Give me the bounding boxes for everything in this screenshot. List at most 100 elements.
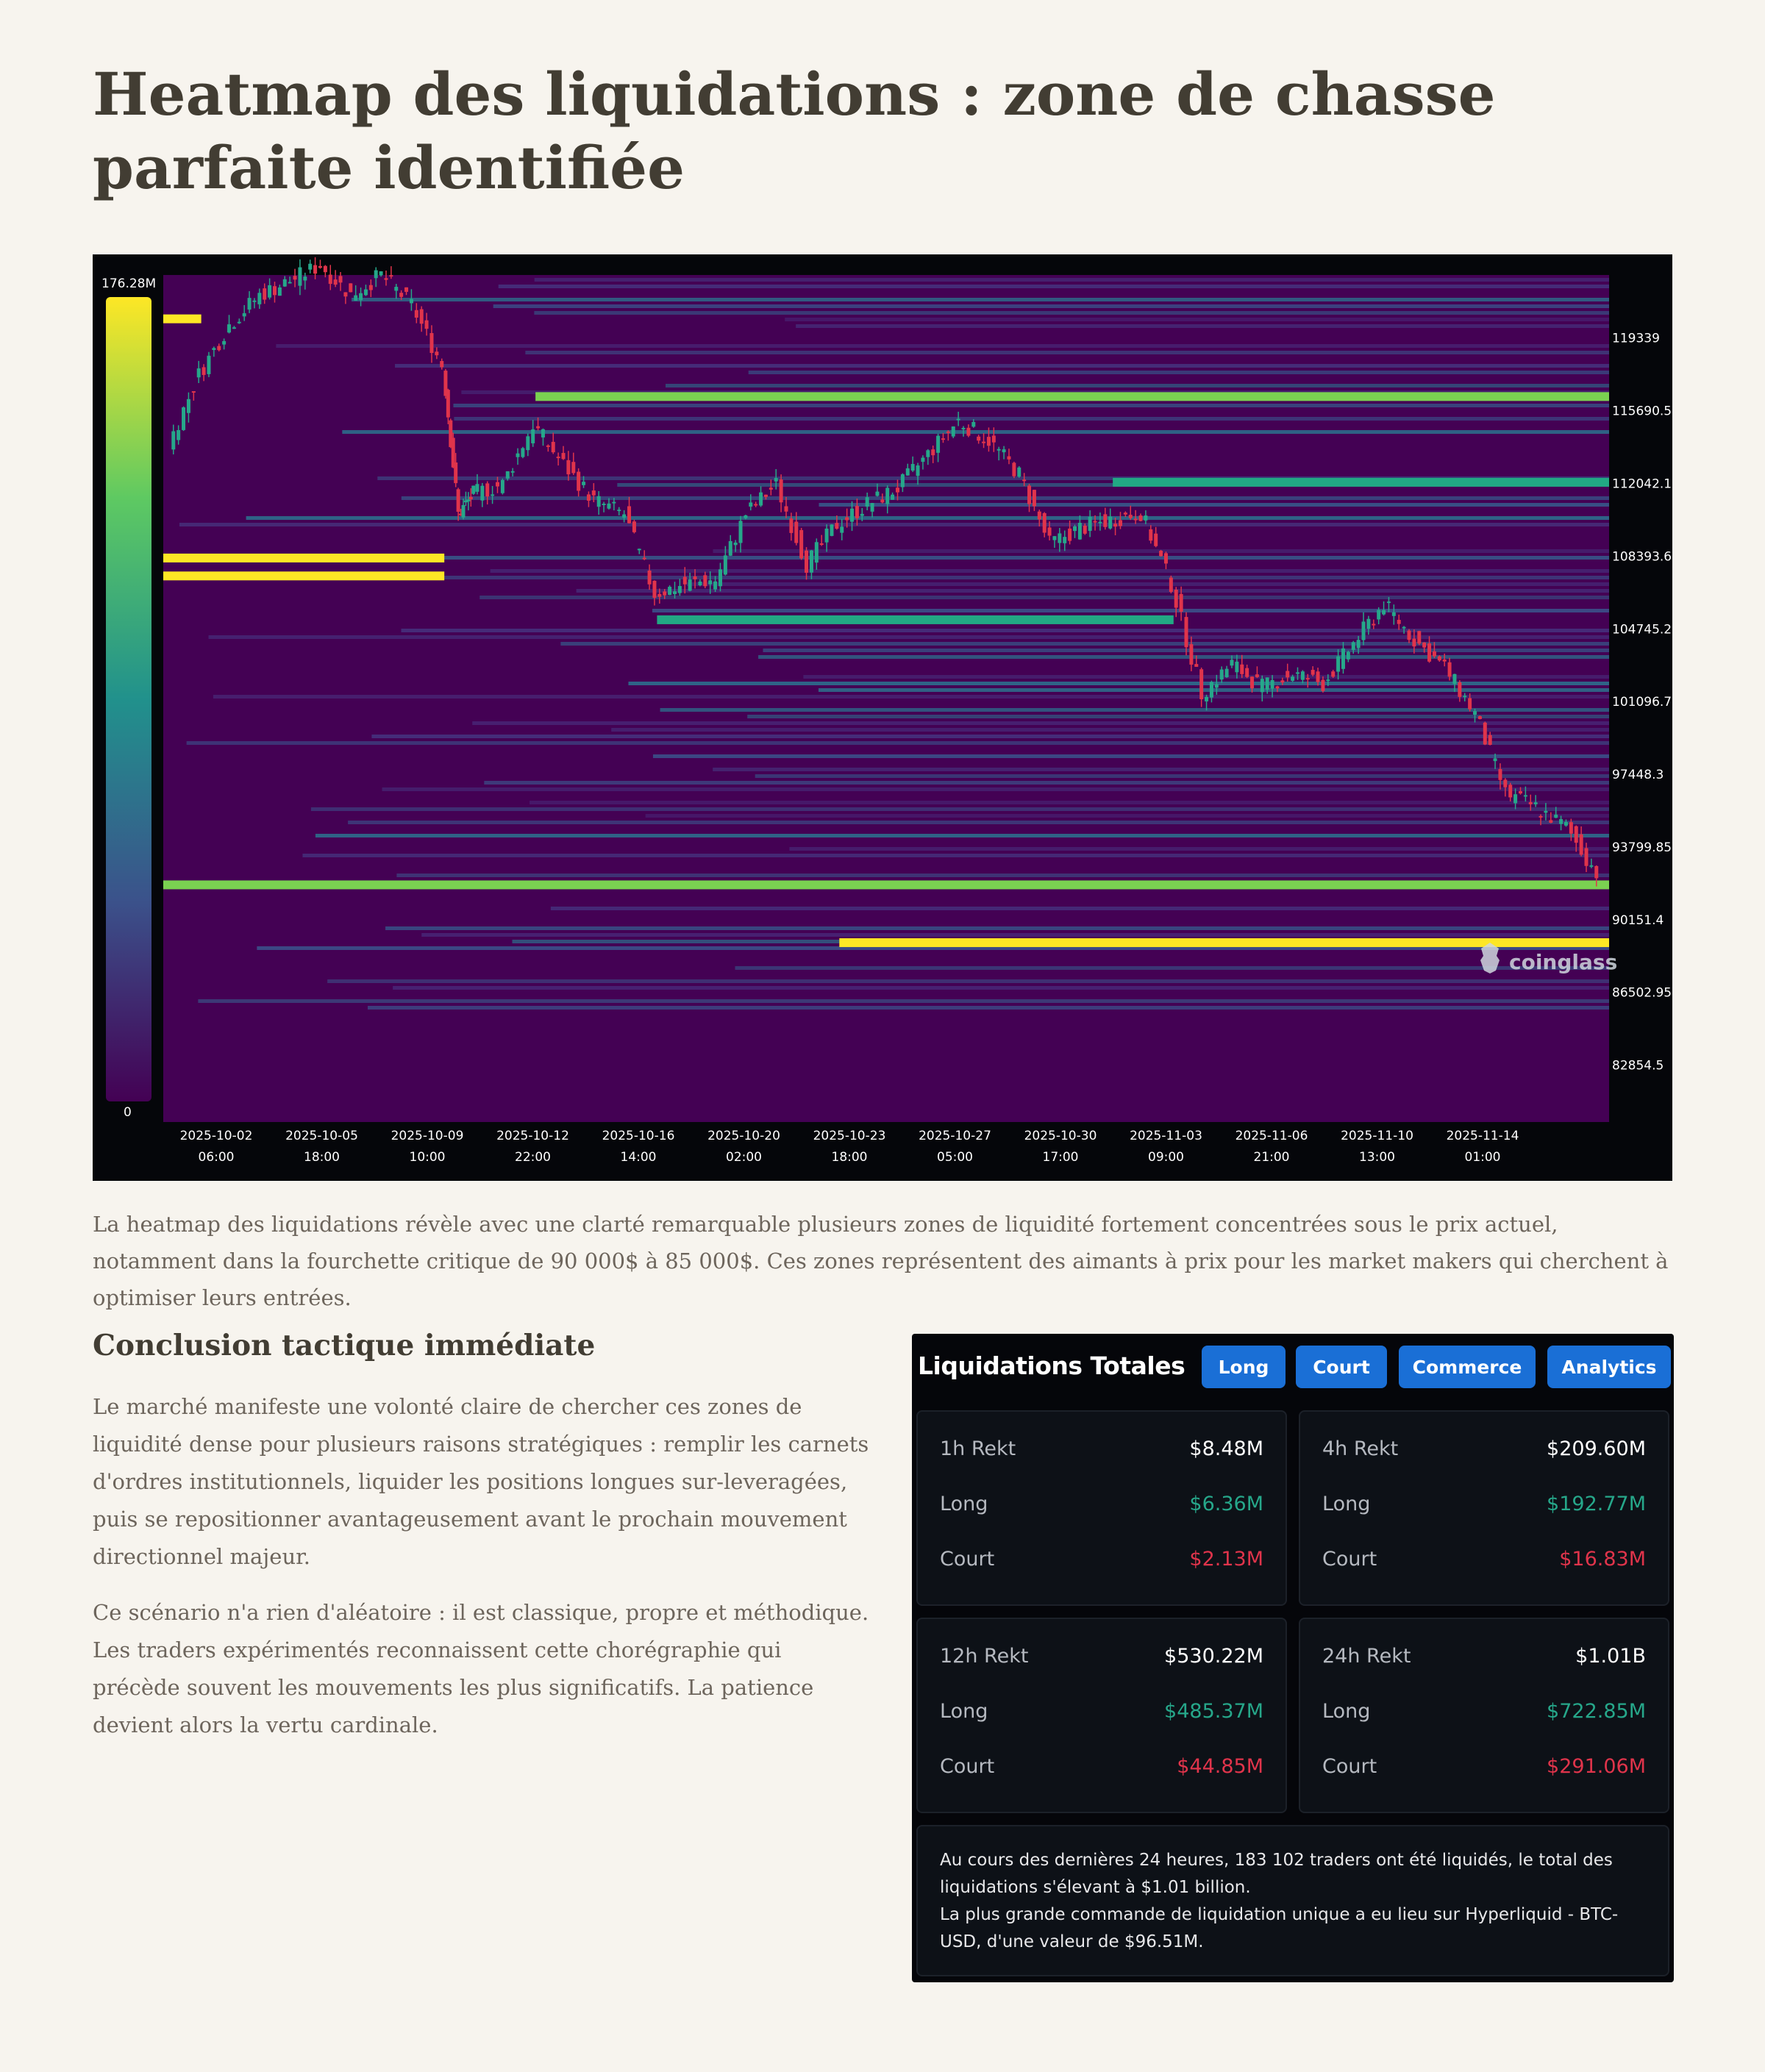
candle-body xyxy=(1316,671,1320,682)
candle-body xyxy=(516,453,520,457)
candle-body xyxy=(1442,659,1447,662)
candle-body xyxy=(1123,512,1127,515)
candle-body xyxy=(1205,696,1209,701)
candle-body xyxy=(429,333,434,354)
candle-body xyxy=(414,310,418,318)
candle-body xyxy=(1093,521,1097,523)
candle-body xyxy=(399,293,404,297)
heatmap-texture-stripe xyxy=(395,364,1609,368)
candle-body xyxy=(850,508,855,522)
candle-body xyxy=(446,390,450,418)
candle-body xyxy=(682,576,687,585)
heatmap-texture-stripe xyxy=(666,384,1610,387)
candle-body xyxy=(1280,680,1285,683)
candle-body xyxy=(459,513,463,515)
candle-body xyxy=(1138,515,1143,521)
candle-body xyxy=(602,503,606,505)
tab-commerce[interactable]: Commerce xyxy=(1399,1346,1536,1388)
candle-body xyxy=(379,271,383,276)
candle-body xyxy=(196,368,201,378)
candle-body xyxy=(323,265,327,273)
heatmap-texture-stripe xyxy=(498,285,1609,288)
candle-body xyxy=(1569,822,1573,834)
x-tick-time: 05:00 xyxy=(937,1150,973,1165)
candle-body xyxy=(977,436,981,441)
candle-body xyxy=(910,464,915,471)
candle-body xyxy=(1154,533,1158,546)
candle-body xyxy=(763,494,768,497)
heatmap-texture-stripe xyxy=(213,695,1610,699)
candle-body xyxy=(1250,676,1255,689)
x-tick-date: 2025-10-02 xyxy=(180,1129,253,1143)
card-total: $1.01B xyxy=(1575,1644,1646,1668)
x-tick-time: 18:00 xyxy=(304,1150,340,1165)
heatmap-texture-stripe xyxy=(747,715,1609,718)
candle-body xyxy=(1458,682,1462,697)
candle-body xyxy=(1468,698,1472,710)
heatmap-texture-stripe xyxy=(484,781,1609,785)
candle-body xyxy=(242,313,246,317)
candle-body xyxy=(1163,553,1168,564)
heatmap-texture-stripe xyxy=(396,874,1609,877)
y-axis-ticks: 119339 115690.55 112042.1 108393.65 104745.2… xyxy=(1612,332,1672,1073)
summary-line-2: La plus grande commande de liquidation u… xyxy=(940,1905,1619,1951)
y-tick-label: 119339 xyxy=(1612,332,1660,346)
candle-body xyxy=(759,492,763,506)
candle-body xyxy=(1311,670,1315,675)
candle-body xyxy=(1113,524,1118,527)
candle-body xyxy=(1063,537,1067,543)
heatmap-texture-stripe xyxy=(748,371,1609,374)
x-tick-date: 2025-11-06 xyxy=(1236,1129,1308,1143)
candle-body xyxy=(1412,638,1416,647)
liquidity-bands xyxy=(163,278,1610,1010)
candle-body xyxy=(845,517,849,521)
candle-body xyxy=(1503,779,1508,787)
candle-body xyxy=(1224,668,1229,677)
candle-body xyxy=(571,462,576,474)
tab-analytics[interactable]: Analytics xyxy=(1547,1346,1671,1388)
colorbar-max-label: 176.28M xyxy=(101,276,156,291)
candle-body xyxy=(495,482,499,487)
y-tick-label: 82854.5 xyxy=(1612,1059,1664,1073)
candle-body xyxy=(1240,664,1244,674)
tab-court[interactable]: Court xyxy=(1296,1346,1387,1388)
candle-body xyxy=(814,542,819,563)
candle-body xyxy=(272,286,277,296)
candle-body xyxy=(996,449,1001,451)
candle-body xyxy=(824,528,829,543)
heatmap-texture-stripe xyxy=(186,741,1610,745)
candle-body xyxy=(318,265,322,268)
card-long-row: Long $192.77M xyxy=(1322,1489,1646,1518)
heatmap-texture-stripe xyxy=(628,682,1609,685)
candle-body xyxy=(1326,679,1330,682)
candle-body xyxy=(1336,656,1341,672)
candle-body xyxy=(688,579,692,591)
candle-body xyxy=(596,496,601,507)
candle-body xyxy=(1189,644,1194,665)
candle-body xyxy=(1488,735,1492,746)
heatmap-texture-stripe xyxy=(472,721,1609,725)
candle-body xyxy=(875,491,880,496)
candle-body xyxy=(1447,662,1452,677)
heatmap-texture-stripe xyxy=(385,926,1609,930)
candle-body xyxy=(384,278,388,280)
card-label: 24h Rekt xyxy=(1322,1644,1411,1668)
candle-body xyxy=(510,471,515,473)
candle-body xyxy=(1452,674,1457,685)
candle-body xyxy=(536,426,541,429)
watermark-text: coinglass xyxy=(1509,950,1617,974)
candle-body xyxy=(252,300,257,302)
candle-body xyxy=(328,274,332,285)
long-label: Long xyxy=(1322,1699,1371,1723)
card-4h: 4h Rekt $209.60M Long $192.77M Court $16.83… xyxy=(1299,1410,1669,1606)
heatmap-texture-stripe xyxy=(421,933,1609,937)
candle-body xyxy=(227,324,232,333)
heatmap-texture-stripe xyxy=(205,576,1609,579)
tab-long[interactable]: Long xyxy=(1202,1346,1286,1388)
x-tick-time: 02:00 xyxy=(726,1150,762,1165)
candle-body xyxy=(449,420,453,448)
card-label: 1h Rekt xyxy=(940,1437,1016,1460)
heatmap-texture-stripe xyxy=(796,324,1609,328)
candle-body xyxy=(1235,661,1239,673)
candle-body xyxy=(642,557,646,560)
